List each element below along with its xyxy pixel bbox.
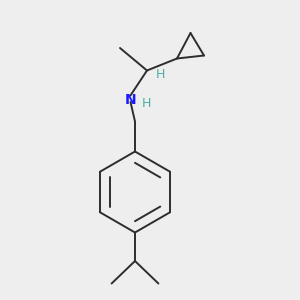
Text: N: N: [125, 94, 136, 107]
Text: H: H: [141, 97, 151, 110]
Text: H: H: [156, 68, 165, 81]
